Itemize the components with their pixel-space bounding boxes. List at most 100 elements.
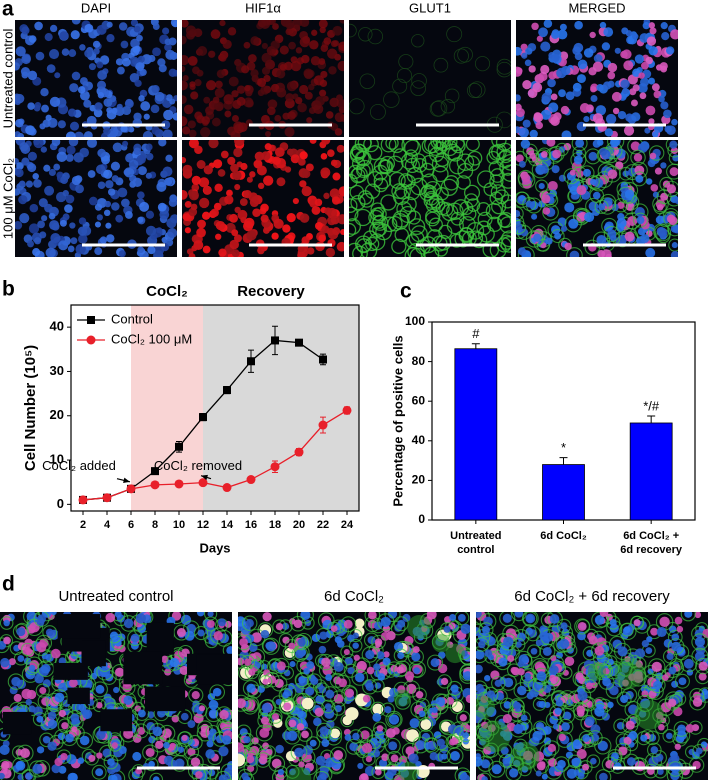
nucleus	[15, 119, 24, 128]
nucleus	[596, 235, 607, 246]
nucleus	[192, 66, 200, 75]
nucleus	[300, 612, 311, 621]
nucleus	[32, 248, 41, 257]
nucleus	[289, 661, 296, 668]
membrane	[321, 699, 336, 714]
data-point	[150, 480, 160, 490]
nucleus	[620, 695, 629, 704]
membrane	[643, 763, 659, 779]
nucleus	[184, 630, 195, 641]
nucleus	[514, 612, 524, 618]
nucleus	[246, 176, 253, 183]
membrane	[293, 634, 310, 651]
nucleus	[20, 144, 31, 154]
nucleus	[182, 156, 187, 164]
nucleus	[187, 55, 198, 66]
nucleus	[323, 753, 331, 760]
membrane	[361, 646, 378, 663]
y-tick-label: 20	[50, 407, 64, 422]
nucleus	[666, 125, 676, 136]
nucleus	[3, 619, 10, 627]
nucleus	[156, 181, 167, 192]
image-title: 6d CoCl₂ + 6d recovery	[514, 588, 670, 605]
nucleus	[576, 185, 587, 196]
nucleus	[51, 222, 60, 231]
nucleus	[635, 174, 644, 183]
nucleus	[657, 227, 668, 238]
nucleus	[324, 703, 332, 710]
nucleus	[658, 95, 665, 103]
nucleus	[276, 87, 287, 98]
nucleus	[27, 102, 35, 110]
nucleus	[301, 730, 309, 739]
membrane	[521, 612, 539, 627]
nucleus	[215, 233, 222, 240]
nucleus	[210, 208, 219, 218]
nucleus	[459, 714, 467, 722]
nucleus	[105, 612, 116, 623]
membrane	[525, 149, 540, 163]
nucleus	[188, 129, 197, 137]
membrane	[590, 702, 609, 721]
nucleus	[538, 761, 546, 768]
membrane	[496, 58, 511, 75]
nucleus	[205, 106, 214, 115]
nucleus	[639, 92, 647, 100]
membrane	[411, 34, 425, 48]
membrane	[476, 637, 490, 652]
nucleus	[117, 187, 128, 198]
nucleus	[437, 663, 448, 674]
nucleus	[143, 113, 150, 120]
nucleus	[69, 121, 80, 131]
nucleus	[65, 733, 74, 743]
nucleus	[502, 757, 510, 765]
nucleus	[612, 107, 620, 115]
nucleus	[620, 79, 630, 89]
membrane	[210, 627, 227, 644]
nucleus	[648, 118, 655, 125]
membrane	[663, 211, 678, 227]
membrane	[522, 612, 538, 626]
nucleus	[623, 125, 635, 136]
nucleus	[182, 74, 189, 82]
nucleus	[73, 131, 85, 137]
membrane	[590, 642, 608, 660]
membrane	[404, 140, 422, 157]
nucleus	[195, 771, 203, 779]
nucleus	[51, 100, 59, 108]
nucleus	[165, 49, 176, 60]
nucleus	[15, 93, 21, 101]
nucleus	[201, 116, 210, 125]
nucleus	[93, 47, 100, 55]
membrane	[464, 193, 479, 208]
nucleus	[321, 225, 330, 234]
membrane	[445, 734, 460, 750]
nucleus	[427, 741, 437, 751]
nucleus	[482, 625, 490, 634]
membrane	[371, 634, 386, 650]
nucleus	[182, 95, 187, 105]
nucleus	[259, 750, 267, 758]
nucleus	[476, 756, 483, 767]
membrane	[517, 169, 534, 186]
nucleus	[190, 91, 199, 100]
nucleus	[88, 754, 96, 762]
nucleus	[607, 62, 618, 73]
membrane	[350, 194, 366, 211]
significance-label: *	[561, 440, 566, 455]
membrane	[456, 175, 471, 190]
nucleus	[106, 107, 113, 114]
nucleus	[547, 743, 556, 753]
nucleus	[516, 154, 524, 163]
nucleus	[509, 768, 519, 778]
nucleus	[51, 764, 61, 774]
nucleus	[665, 46, 675, 55]
nucleus	[568, 218, 579, 229]
membrane	[387, 750, 403, 766]
nucleus	[573, 155, 583, 165]
membrane	[340, 645, 354, 659]
nucleus	[251, 632, 262, 643]
membrane	[294, 672, 310, 688]
nucleus	[219, 20, 226, 27]
nucleus	[217, 169, 226, 177]
